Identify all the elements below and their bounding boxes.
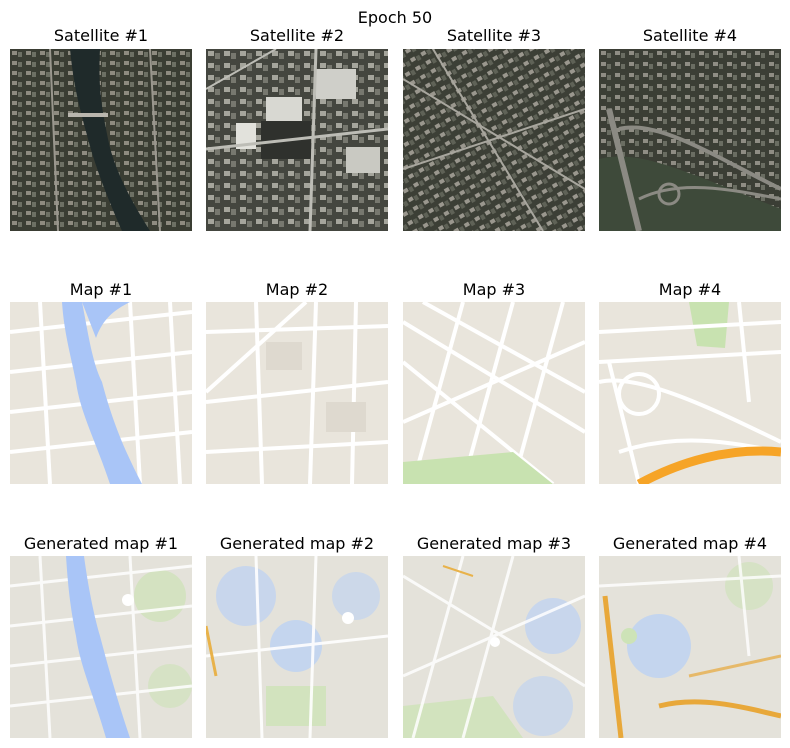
satellite-2-title: Satellite #2 (249, 26, 345, 45)
satellite-3-title: Satellite #3 (446, 26, 542, 45)
generated-map-image-1 (10, 556, 192, 738)
map-image-2 (206, 302, 388, 484)
satellite-image-2 (206, 49, 388, 231)
map-4-title: Map #4 (658, 280, 722, 299)
generated-map-4-title: Generated map #4 (612, 534, 768, 553)
generated-map-image-4 (599, 556, 781, 738)
map-image-1 (10, 302, 192, 484)
map-3-title: Map #3 (462, 280, 526, 299)
satellite-image-4 (599, 49, 781, 231)
satellite-image-1 (10, 49, 192, 231)
generated-map-3-title: Generated map #3 (416, 534, 572, 553)
map-1-title: Map #1 (69, 280, 133, 299)
satellite-1-title: Satellite #1 (53, 26, 149, 45)
map-image-4 (599, 302, 781, 484)
generated-map-image-3 (403, 556, 585, 738)
generated-map-2-title: Generated map #2 (219, 534, 375, 553)
satellite-4-title: Satellite #4 (642, 26, 738, 45)
map-image-3 (403, 302, 585, 484)
satellite-image-3 (403, 49, 585, 231)
generated-map-1-title: Generated map #1 (23, 534, 179, 553)
map-2-title: Map #2 (265, 280, 329, 299)
figure-title: Epoch 50 (357, 8, 433, 27)
generated-map-image-2 (206, 556, 388, 738)
